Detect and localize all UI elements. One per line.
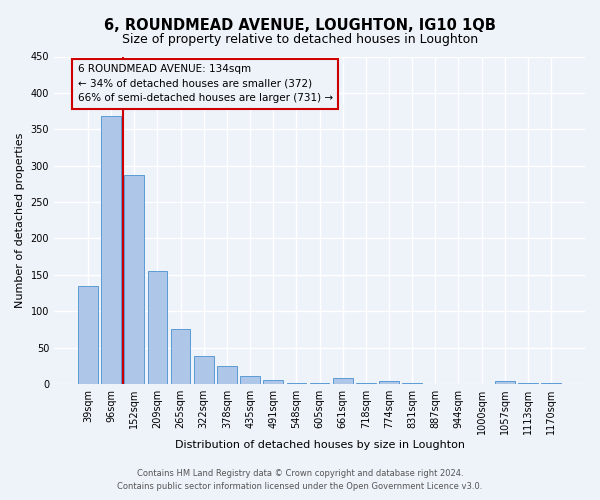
Bar [217,366,237,384]
Bar [541,382,561,384]
Text: Contains HM Land Registry data © Crown copyright and database right 2024.
Contai: Contains HM Land Registry data © Crown c… [118,470,482,491]
Bar [518,382,538,384]
Bar [495,381,515,384]
Bar [263,380,283,384]
Bar [101,116,121,384]
Bar [310,382,329,384]
Bar [124,175,144,384]
Bar [240,376,260,384]
Bar [402,382,422,384]
Bar [78,286,98,384]
Text: 6 ROUNDMEAD AVENUE: 134sqm
← 34% of detached houses are smaller (372)
66% of sem: 6 ROUNDMEAD AVENUE: 134sqm ← 34% of deta… [77,64,333,104]
Bar [194,356,214,384]
Bar [379,381,399,384]
Bar [171,330,190,384]
Bar [148,271,167,384]
Y-axis label: Number of detached properties: Number of detached properties [15,132,25,308]
Text: 6, ROUNDMEAD AVENUE, LOUGHTON, IG10 1QB: 6, ROUNDMEAD AVENUE, LOUGHTON, IG10 1QB [104,18,496,32]
Bar [333,378,353,384]
X-axis label: Distribution of detached houses by size in Loughton: Distribution of detached houses by size … [175,440,464,450]
Bar [287,382,306,384]
Text: Size of property relative to detached houses in Loughton: Size of property relative to detached ho… [122,32,478,46]
Bar [356,382,376,384]
